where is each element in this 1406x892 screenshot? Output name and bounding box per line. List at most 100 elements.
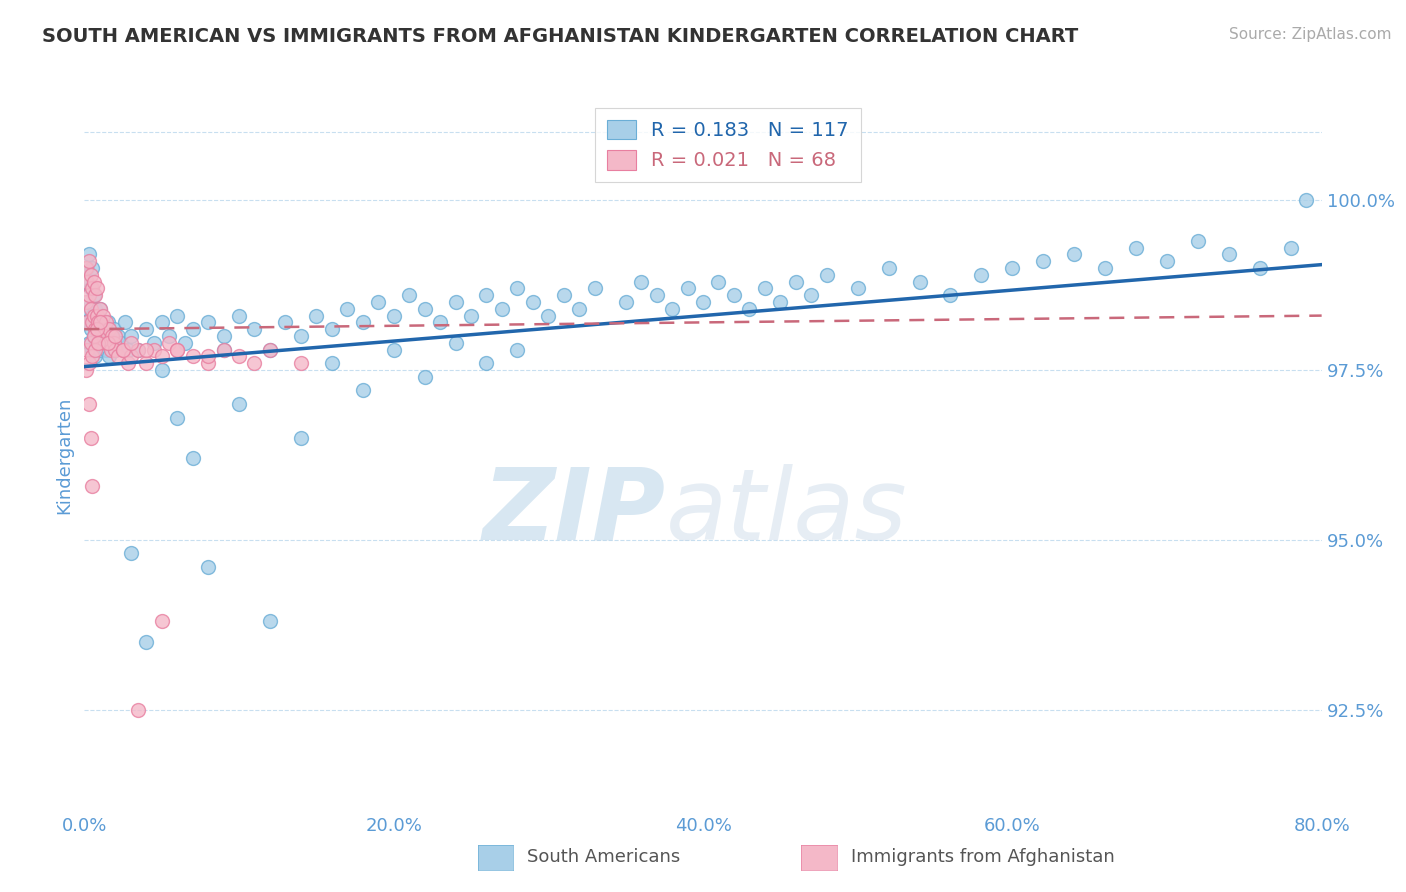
Point [76,315,98,329]
Point [537,309,560,323]
Point [89,343,111,357]
Point [166,343,188,357]
Legend: R = 0.183   N = 117, R = 0.021   N = 68: R = 0.183 N = 117, R = 0.021 N = 68 [595,108,860,182]
Text: Immigrants from Afghanistan: Immigrants from Afghanistan [851,848,1115,866]
Point [259,343,281,357]
Point [79,431,101,445]
Point [127,343,149,357]
Point [1125,241,1147,255]
Point [159,335,180,350]
Point [769,295,792,310]
Point [103,335,125,350]
Point [259,343,281,357]
Point [506,343,529,357]
Point [87,315,110,329]
Point [90,329,112,343]
Point [120,546,142,560]
Point [150,350,173,364]
Point [143,335,166,350]
Point [352,384,374,398]
Point [112,343,135,357]
Point [87,335,110,350]
Point [84,301,107,316]
Point [846,281,869,295]
Point [150,363,173,377]
Point [83,329,105,343]
Point [352,315,374,329]
Point [101,335,124,350]
Point [75,315,97,329]
Point [86,322,108,336]
Point [970,268,993,282]
Point [135,635,157,649]
Point [110,335,132,350]
Point [785,275,807,289]
Point [228,397,250,411]
Point [98,322,121,336]
Point [89,315,111,329]
Point [91,309,114,323]
Point [553,288,575,302]
Point [645,288,668,302]
Point [94,343,117,357]
Point [475,356,498,370]
Point [908,275,931,289]
Point [800,288,823,302]
Point [93,329,115,343]
Point [413,369,436,384]
Point [429,315,451,329]
Point [568,301,591,316]
Point [107,350,129,364]
Point [382,309,405,323]
Point [150,615,173,629]
Point [82,315,104,329]
Point [321,356,343,370]
Point [79,322,101,336]
Point [614,295,637,310]
Point [1295,193,1317,207]
Point [82,350,104,364]
Point [135,343,157,357]
Point [166,309,188,323]
Point [506,281,529,295]
Point [120,350,142,364]
Point [1187,234,1209,248]
Point [212,329,235,343]
Point [475,288,498,302]
Point [815,268,838,282]
Point [82,281,104,295]
Point [1156,254,1178,268]
Point [754,281,776,295]
Point [96,315,118,329]
Point [79,301,101,316]
Point [723,288,745,302]
Point [1279,241,1302,255]
Point [259,615,281,629]
Point [274,315,297,329]
Point [127,343,149,357]
Point [117,356,139,370]
Point [104,343,127,357]
Point [692,295,714,310]
Point [290,329,312,343]
Point [104,343,127,357]
Point [212,343,235,357]
Point [75,295,97,310]
Point [127,703,149,717]
Point [367,295,389,310]
Point [1249,260,1271,275]
Point [460,309,482,323]
Point [77,295,100,310]
Point [76,343,98,357]
Point [120,335,142,350]
Point [87,322,110,336]
Point [1001,260,1024,275]
Point [82,260,104,275]
Point [522,295,544,310]
Point [83,329,105,343]
Point [228,350,250,364]
Point [228,309,250,323]
Point [738,301,761,316]
Point [1032,254,1054,268]
Point [243,356,266,370]
